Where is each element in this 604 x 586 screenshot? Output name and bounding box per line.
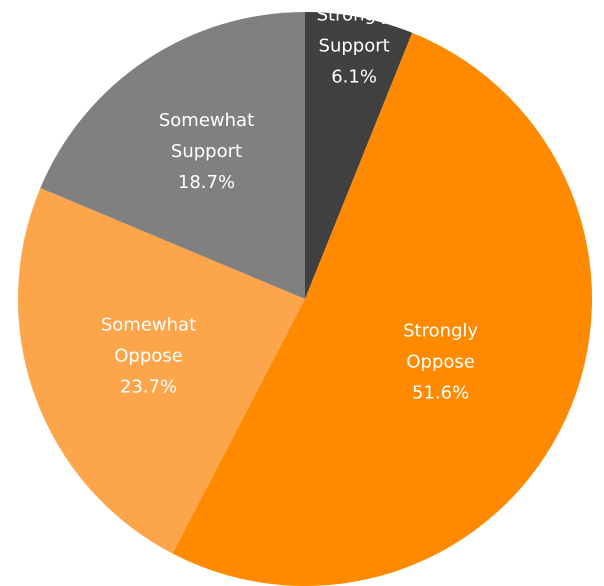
pie-label-text: Support [171,141,242,162]
pie-slices [17,12,592,586]
pie-label-text: Somewhat [101,315,196,336]
pie-label-somewhat-oppose: Somewhat Oppose 23.7% [101,315,196,398]
pie-label-strongly-oppose: Strongly Oppose 51.6% [403,320,478,403]
pie-label-somewhat-support: Somewhat Support 18.7% [159,110,254,193]
pie-label-value: 6.1% [331,66,377,87]
pie-slice-strongly-support [305,12,413,299]
pie-slice-somewhat-support [40,12,305,299]
pie-label-text: Support [319,35,390,56]
pie-label-text: Somewhat [159,110,254,131]
pie-label-strongly-support: Strongly Support 6.1% [317,4,392,87]
pie-label-text: Oppose [406,351,474,372]
pie-label-value: 51.6% [412,382,469,403]
pie-label-value: 23.7% [120,377,177,398]
pie-label-text: Strongly [317,4,392,25]
pie-slice-somewhat-oppose [17,188,306,554]
pie-label-text: Oppose [114,346,182,367]
pie-label-value: 18.7% [178,172,235,193]
pie-label-text: Strongly [403,320,478,341]
pie-labels: Strongly Support 6.1% Strongly Oppose 51.6% So… [101,4,479,403]
pie-slice-strongly-oppose [172,32,592,586]
